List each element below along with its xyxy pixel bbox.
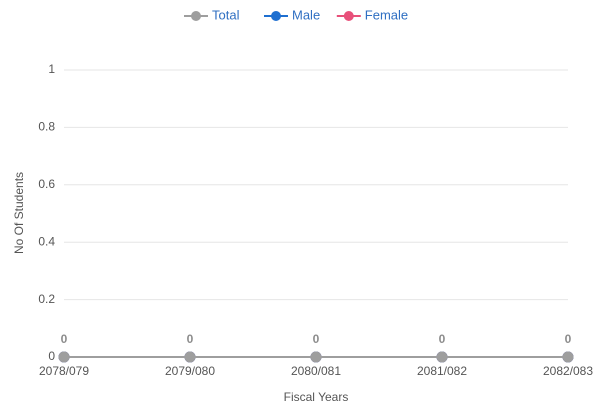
data-label: 0 (187, 332, 194, 346)
data-point (310, 351, 322, 363)
x-tick-label: 2081/082 (417, 364, 467, 378)
data-label: 0 (565, 332, 572, 346)
x-tick-label: 2078/079 (39, 364, 89, 378)
y-tick-label: 1 (48, 62, 55, 76)
data-label: 0 (313, 332, 320, 346)
y-tick-label: 0.6 (38, 177, 55, 191)
legend-marker (271, 11, 281, 21)
y-tick-label: 0.4 (38, 234, 55, 248)
legend-label: Female (365, 7, 408, 22)
data-point (562, 351, 574, 363)
legend-label: Total (212, 7, 240, 22)
y-tick-label: 0.2 (38, 292, 55, 306)
data-label: 0 (439, 332, 446, 346)
y-tick-label: 0 (48, 349, 55, 363)
data-point (184, 351, 196, 363)
x-tick-label: 2082/083 (543, 364, 593, 378)
legend: Total Male Female (184, 7, 408, 22)
x-tick-label: 2079/080 (165, 364, 215, 378)
data-point (436, 351, 448, 363)
data-point (58, 351, 70, 363)
y-axis-label: No Of Students (12, 172, 26, 254)
x-axis-label: Fiscal Years (284, 390, 349, 404)
x-tick-label: 2080/081 (291, 364, 341, 378)
legend-marker (343, 11, 354, 21)
y-tick-label: 0.8 (38, 120, 55, 134)
legend-label: Male (292, 7, 320, 22)
data-label: 0 (61, 332, 68, 346)
legend-marker (191, 11, 201, 21)
